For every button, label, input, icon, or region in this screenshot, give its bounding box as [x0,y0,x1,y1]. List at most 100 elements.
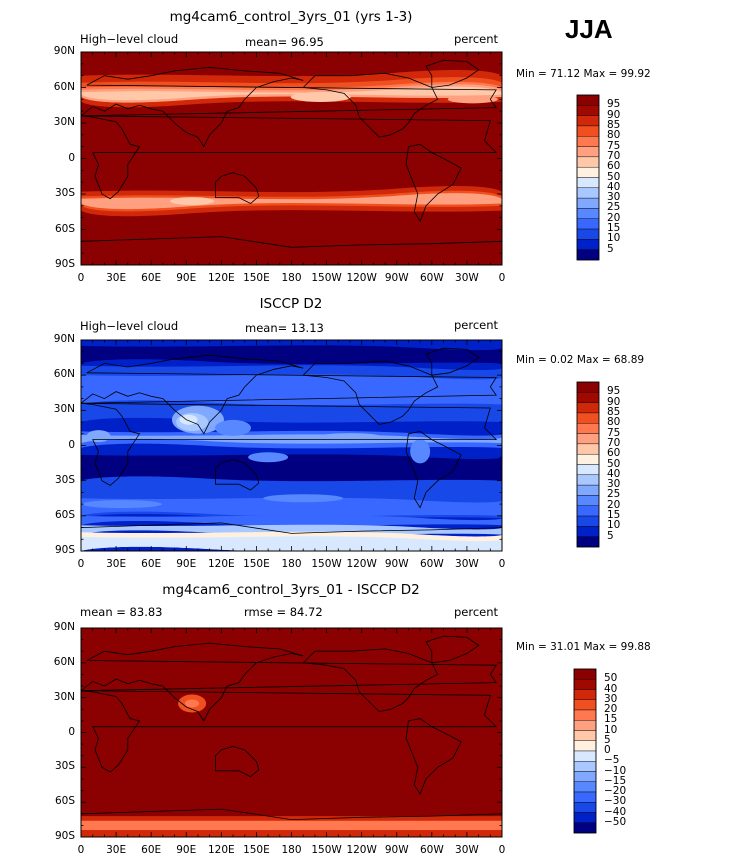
panel3-min-max: Min = 31.01 Max = 99.88 [516,641,651,653]
lat-tick-label: 60N [53,368,75,381]
map-field [81,628,502,837]
coastline [81,522,502,534]
colorbar-label: 90 [607,395,621,408]
colorbar-label: −40 [604,805,627,818]
lat-tick-label: 90S [54,544,75,556]
lon-tick-label: 150E [243,844,270,856]
colorbar-box [573,740,597,752]
diff-patch [185,699,200,708]
colorbar-box [576,228,600,240]
cloud-band [81,454,502,482]
colorbar-box [576,177,600,189]
cloud-blob [86,430,111,443]
coastline [215,172,260,204]
colorbar-label: 95 [607,385,621,398]
lon-tick-label: 30E [106,558,127,570]
lon-tick-label: 120W [346,272,377,284]
coastline [81,642,497,722]
lon-tick-label: 0 [77,844,85,856]
lat-tick-label: 0 [68,151,75,164]
lon-tick-label: 0 [498,272,506,284]
map-panel-1 [80,51,600,266]
colorbar-box [576,423,600,434]
coastline [81,66,497,148]
colorbar-label: 40 [607,467,621,480]
colorbar-box [576,197,600,209]
colorbar-label: 95 [607,98,621,111]
colorbar-box [576,94,600,106]
lon-tick-label: 30W [455,272,479,284]
colorbar-label: 90 [607,108,621,121]
lon-tick-label: 90E [176,272,197,284]
lon-tick-label: 30E [106,844,127,856]
diff-band [81,820,502,831]
colorbar-box [576,166,600,178]
cloud-blob [413,384,450,401]
lon-tick-label: 120E [207,844,235,856]
colorbar-label: 20 [607,211,621,224]
colorbar-label: 30 [607,478,621,491]
colorbar-label: 30 [607,191,621,204]
colorbar-box [576,239,600,250]
panel2-variable-label: High−level cloud [80,319,179,333]
map-panel-3 [80,627,597,838]
colorbar-box [573,679,597,690]
lat-tick-label: 30S [54,187,75,199]
colorbar-label: 30 [604,692,618,705]
colorbar-box [573,709,597,721]
panel2-mean-label: mean= 13.13 [245,321,324,335]
cloud-blob [81,500,162,509]
colorbar-box [576,381,600,393]
field-background [81,628,502,837]
colorbar-label: 15 [607,509,621,522]
coastline [302,648,439,713]
lat-tick-label: 90N [53,333,75,345]
cloud-band [81,345,502,364]
colorbar-box [576,412,600,424]
cloud-band [81,497,502,517]
lat-tick-label: 60S [54,795,75,808]
colorbar-label: 5 [607,242,614,255]
lat-tick-label: 90N [53,45,75,57]
colorbar-label: 85 [607,118,621,131]
colorbar-box [576,115,600,127]
colorbar-label: −10 [604,764,627,777]
lon-tick-label: 150W [311,844,342,856]
colorbar-box [576,402,600,414]
lon-tick-label: 120E [207,272,235,284]
colorbar-box [573,761,597,772]
cloud-band [81,193,502,210]
lat-tick-label: 30N [53,116,75,128]
colorbar-label: 5 [604,733,611,746]
cloud-blob [248,452,289,463]
lat-tick-label: 30N [53,690,75,703]
cloud-blob [319,433,380,440]
cloud-blob [263,494,344,503]
panel2-title: ISCCP D2 [259,296,323,312]
lat-tick-label: 90N [53,621,75,633]
colorbar-box [576,495,600,506]
cloud-band [81,524,502,536]
cloud-band [81,515,502,526]
colorbar-box [576,156,600,168]
colorbar-frame [576,94,600,261]
colorbar-box [576,505,600,517]
cloud-blob [410,439,431,464]
lat-tick-label: 60S [54,222,75,235]
lon-tick-label: 90W [384,272,409,284]
colorbar-label: 25 [607,201,621,214]
colorbar-box [576,484,600,496]
coastline [405,430,462,509]
lon-tick-label: 180 [281,558,302,570]
coastline [81,402,498,486]
colorbar-label: 5 [607,529,614,542]
colorbar-box [573,781,597,793]
colorbar-box [576,392,600,403]
lon-tick-label: 60E [141,558,162,570]
colorbar-box [573,668,597,680]
lat-tick-label: 60N [53,80,75,93]
panel1-variable-label: High−level cloud [80,32,179,46]
colorbar-box [576,464,600,476]
panel2-min-max: Min = 0.02 Max = 68.89 [516,354,645,366]
colorbar-label: 20 [607,498,621,511]
